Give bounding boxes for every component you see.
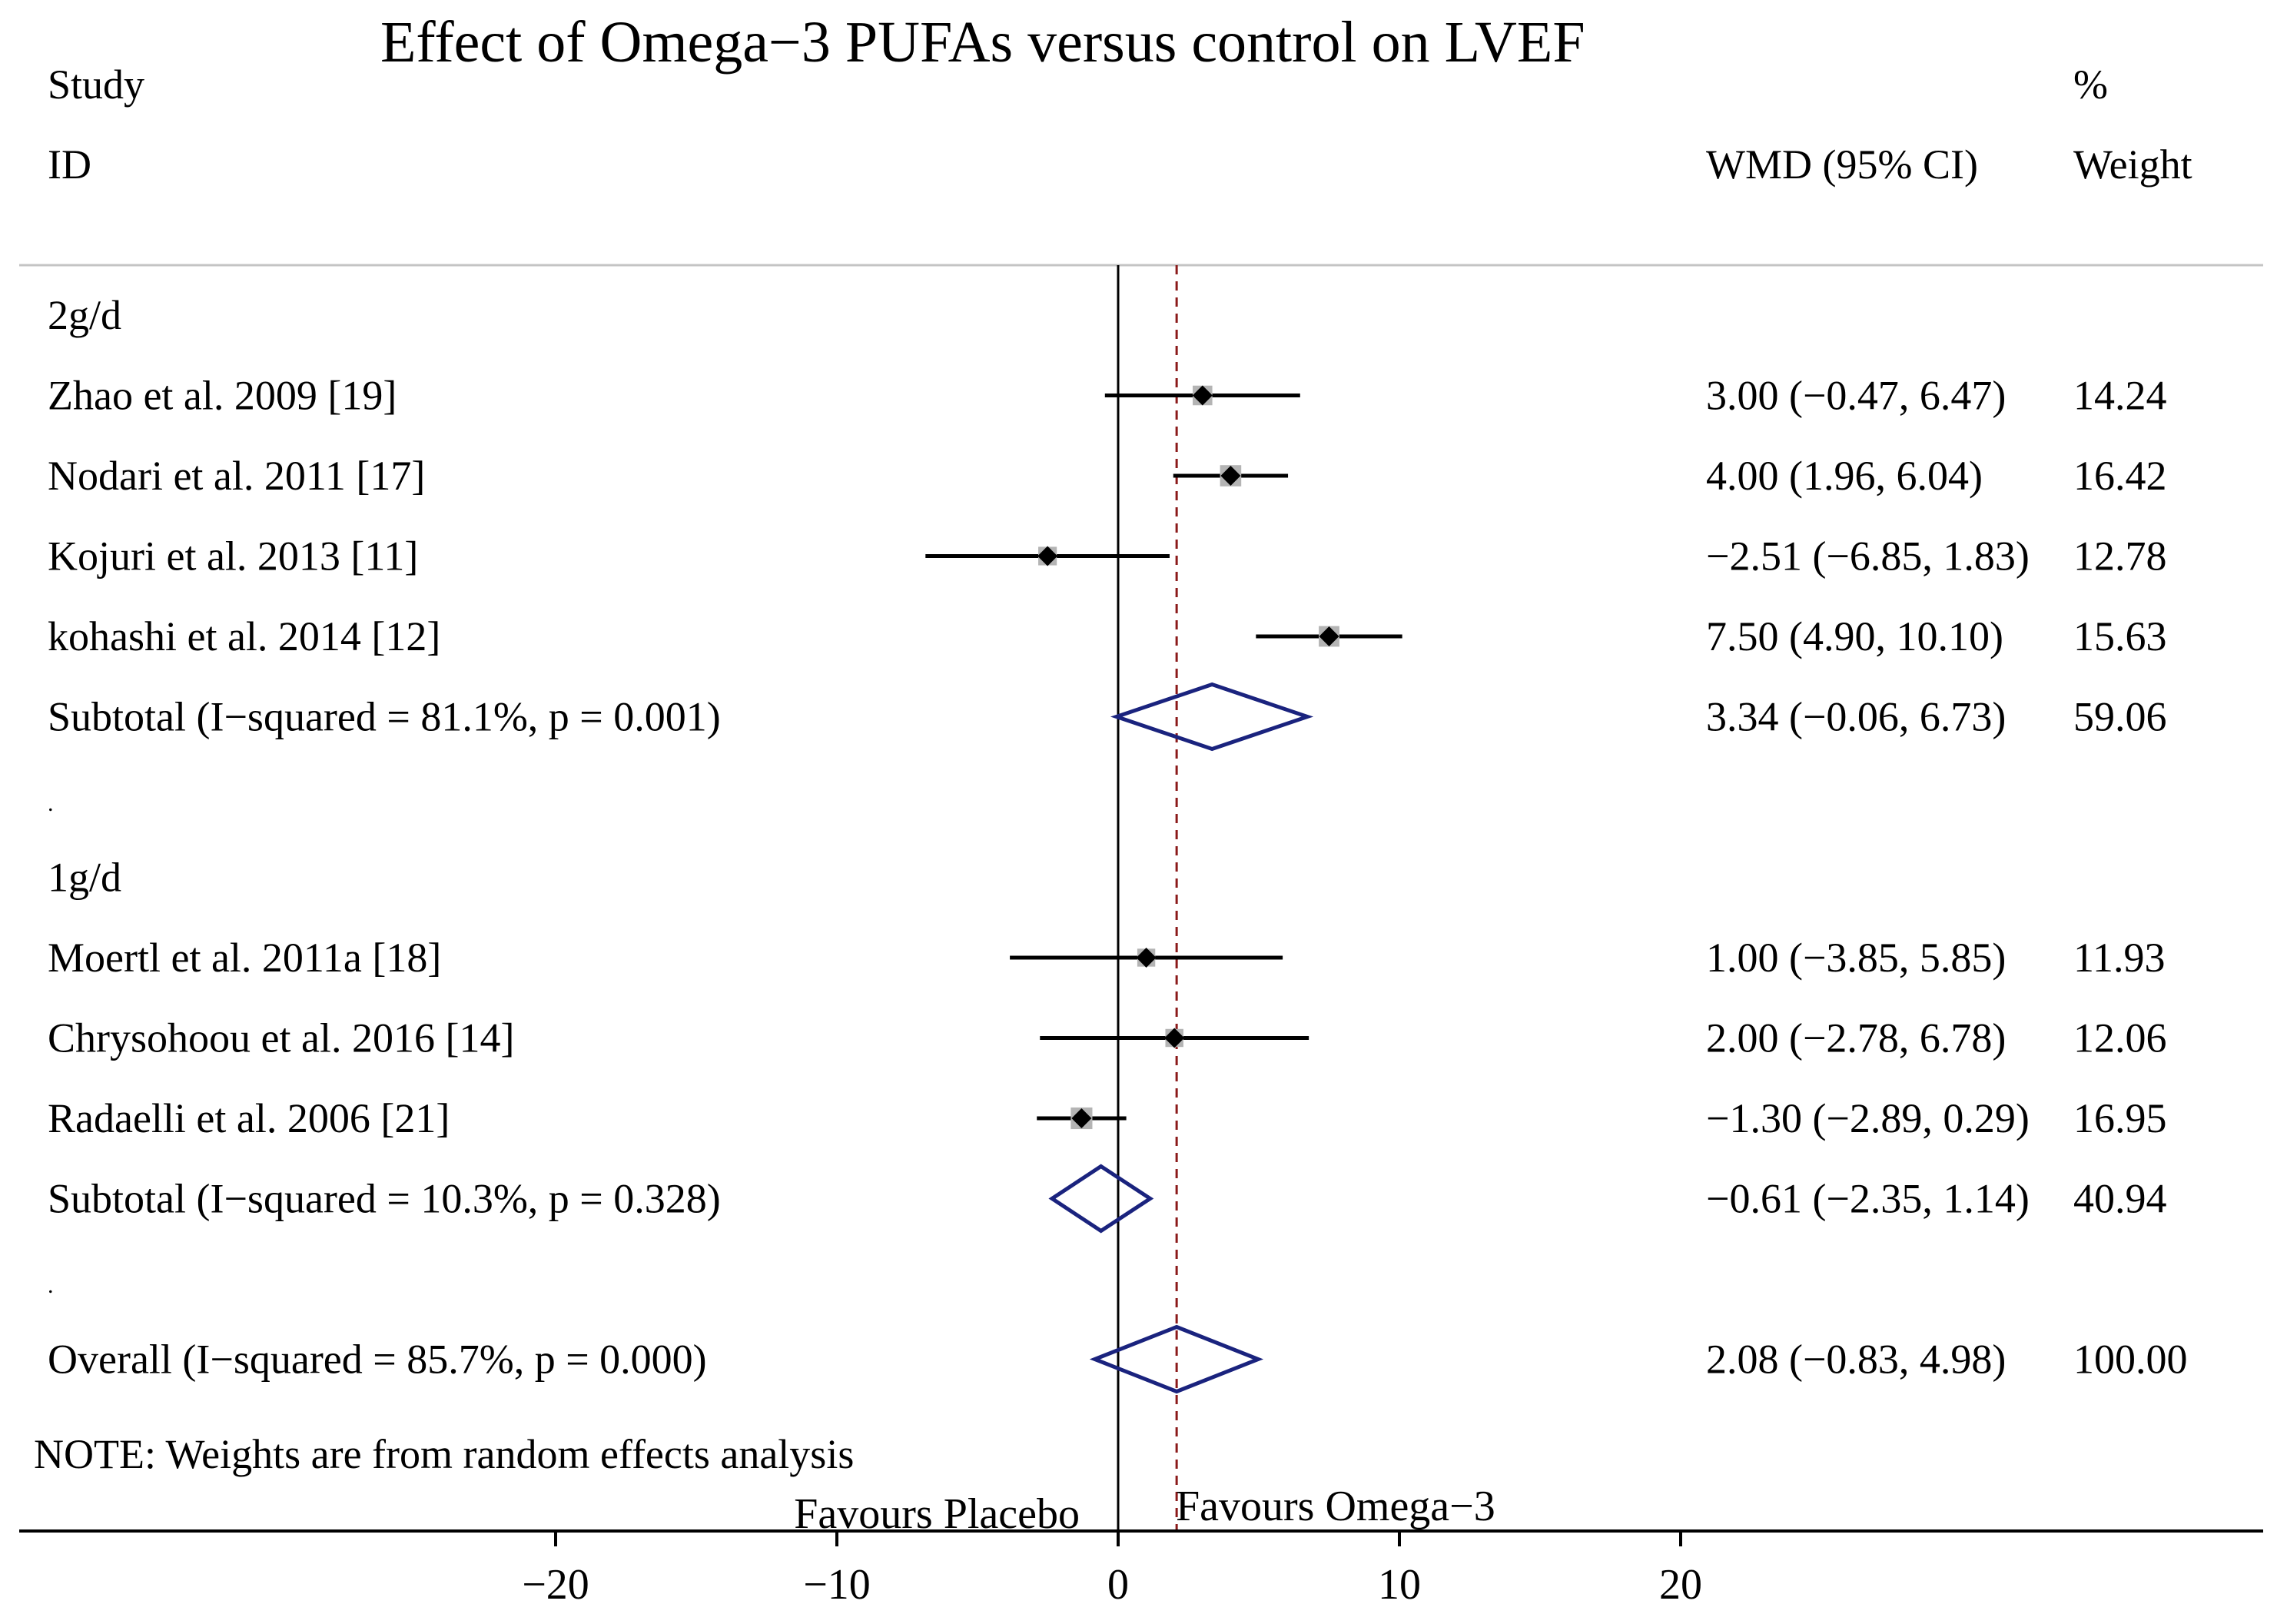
overall-label: Overall (I−squared = 85.7%, p = 0.000) xyxy=(48,1337,707,1383)
weight-value: 15.63 xyxy=(2073,613,2167,659)
subtotal-diamond xyxy=(1110,682,1314,752)
study-label: Zhao et al. 2009 [19] xyxy=(48,373,397,419)
x-tick-label: 20 xyxy=(1659,1561,1702,1609)
study-label: Radaelli et al. 2006 [21] xyxy=(48,1095,450,1141)
point-estimate xyxy=(1192,385,1213,406)
effect-ci-value: 2.08 (−0.83, 4.98) xyxy=(1706,1337,2006,1383)
forest-rows: 2g/d Zhao et al. 2009 [19] 3.00 (−0.47, 6.… xyxy=(48,292,2188,1394)
point-estimate xyxy=(1220,466,1241,486)
study-label: Moertl et al. 2011a [18] xyxy=(48,935,441,981)
weight-value: 16.95 xyxy=(2073,1095,2167,1141)
group-label: 2g/d xyxy=(48,292,121,338)
x-tick-label: −10 xyxy=(803,1561,871,1609)
effect-ci-value: 4.00 (1.96, 6.04) xyxy=(1706,453,1983,499)
weight-value: 11.93 xyxy=(2073,935,2166,981)
effect-ci-value: 3.00 (−0.47, 6.47) xyxy=(1706,373,2006,419)
overall-diamond xyxy=(1089,1324,1264,1394)
weight-value: 14.24 xyxy=(2073,373,2167,419)
effect-ci-value: 1.00 (−3.85, 5.85) xyxy=(1706,935,2006,981)
study-label: kohashi et al. 2014 [12] xyxy=(48,613,440,659)
effect-ci-value: 2.00 (−2.78, 6.78) xyxy=(1706,1015,2006,1061)
weight-value: 100.00 xyxy=(2073,1337,2188,1383)
x-tick-label: 10 xyxy=(1378,1561,1421,1609)
effect-ci-value: −1.30 (−2.89, 0.29) xyxy=(1706,1095,2030,1141)
group-label: 1g/d xyxy=(48,855,121,901)
point-estimate xyxy=(1319,626,1339,646)
subtotal-label: Subtotal (I−squared = 81.1%, p = 0.001) xyxy=(48,694,721,740)
point-estimate xyxy=(1136,948,1157,968)
x-axis-ticks: −20 −10 0 10 20 xyxy=(522,1531,1702,1609)
subtotal-label: Subtotal (I−squared = 10.3%, p = 0.328) xyxy=(48,1176,721,1222)
study-label: Chrysohoou et al. 2016 [14] xyxy=(48,1015,514,1061)
point-estimate xyxy=(1164,1028,1185,1048)
chart-title: Effect of Omega−3 PUFAs versus control o… xyxy=(380,10,1585,75)
weight-value: 59.06 xyxy=(2073,694,2167,740)
header-id: ID xyxy=(48,141,91,188)
x-tick-label: 0 xyxy=(1107,1561,1129,1609)
weight-value: 12.06 xyxy=(2073,1015,2167,1061)
effect-ci-value: −2.51 (−6.85, 1.83) xyxy=(1706,533,2030,580)
header-effect: WMD (95% CI) xyxy=(1706,141,1978,188)
point-estimate xyxy=(1037,546,1058,566)
study-label: Kojuri et al. 2013 [11] xyxy=(48,533,418,580)
effect-ci-value: −0.61 (−2.35, 1.14) xyxy=(1706,1176,2030,1222)
subtotal-diamond xyxy=(1048,1164,1154,1234)
point-estimate xyxy=(1071,1108,1092,1128)
favours-right-label: Favours Omega−3 xyxy=(1176,1483,1495,1530)
weight-value: 12.78 xyxy=(2073,533,2167,580)
header-study: Study xyxy=(48,61,144,108)
spacer-label: . xyxy=(48,1273,54,1298)
weight-value: 16.42 xyxy=(2073,453,2167,499)
effect-ci-value: 3.34 (−0.06, 6.73) xyxy=(1706,694,2006,740)
x-tick-label: −20 xyxy=(522,1561,589,1609)
effect-ci-value: 7.50 (4.90, 10.10) xyxy=(1706,613,2003,659)
weight-value: 40.94 xyxy=(2073,1176,2167,1222)
header-weight: Weight xyxy=(2073,141,2192,188)
note-text: NOTE: Weights are from random effects an… xyxy=(34,1431,854,1477)
study-label: Nodari et al. 2011 [17] xyxy=(48,453,425,499)
spacer-label: . xyxy=(48,791,54,816)
header-percent: % xyxy=(2073,61,2108,108)
